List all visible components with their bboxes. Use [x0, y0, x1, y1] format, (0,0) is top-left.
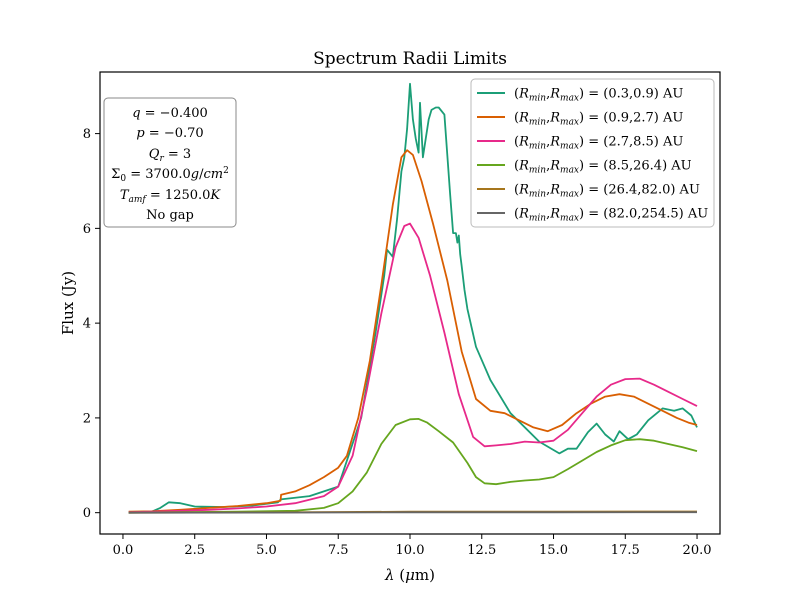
param-p: p = −0.70: [136, 126, 203, 141]
series-line-4: [128, 418, 698, 514]
plot-area: 0.0 2.5 5.0 7.5 10.0 12.5 15.0 17.5 20.0 0 2 4 6 8: [83, 71, 721, 558]
legend-label-6: (Rmin,Rmax) = (82.0,254.5) AU: [514, 207, 708, 224]
x-tick-label: 7.5: [328, 543, 349, 558]
x-axis-label-symbol: λ: [384, 566, 395, 584]
x-axis-label-unit: (: [399, 566, 405, 584]
param-sigma0: Σ0 = 3700.0g/cm2: [111, 166, 229, 184]
y-axis-ticks: 0 2 4 6 8: [83, 127, 100, 521]
x-tick-label: 20.0: [683, 543, 712, 558]
legend: (Rmin,Rmax) = (0.3,0.9) AU (Rmin,Rmax) = …: [470, 78, 715, 228]
x-axis-label: λ (μm): [384, 566, 435, 584]
param-qr: Qr = 3: [149, 147, 191, 164]
series-line-2: [128, 149, 698, 513]
chart-title: Spectrum Radii Limits: [313, 49, 507, 69]
legend-frame: [470, 78, 715, 228]
y-tick-label: 2: [83, 411, 91, 426]
param-q: q = −0.400: [132, 106, 208, 121]
x-axis-label-m: m): [415, 566, 435, 584]
legend-label-2: (Rmin,Rmax) = (0.9,2.7) AU: [514, 111, 683, 128]
x-axis-ticks: 0.0 2.5 5.0 7.5 10.0 12.5 15.0 17.5 20.0: [113, 534, 712, 558]
y-axis-label: Flux (Jy): [59, 271, 77, 335]
y-tick-label: 8: [83, 127, 91, 142]
series-line-1: [128, 82, 698, 514]
x-tick-label: 2.5: [184, 543, 205, 558]
series-line-6: [128, 511, 698, 514]
param-gap: No gap: [146, 208, 194, 223]
x-axis-label-mu: μ: [405, 566, 415, 584]
x-tick-label: 12.5: [467, 543, 496, 558]
parameters-box-frame: [103, 97, 237, 228]
x-tick-label: 15.0: [539, 543, 568, 558]
x-tick-label: 0.0: [113, 543, 134, 558]
legend-entries: (Rmin,Rmax) = (0.3,0.9) AU (Rmin,Rmax) = …: [477, 87, 708, 224]
y-tick-label: 4: [83, 317, 91, 332]
parameters-box: q = −0.400 p = −0.70 Qr = 3 Σ0 = 3700.0g…: [103, 97, 237, 228]
legend-label-1: (Rmin,Rmax) = (0.3,0.9) AU: [514, 87, 683, 104]
series-layer: [128, 82, 698, 514]
y-tick-label: 0: [83, 506, 91, 521]
param-tamf: Tamf = 1250.0K: [120, 188, 222, 205]
x-tick-label: 10.0: [396, 543, 425, 558]
x-tick-label: 5.0: [256, 543, 277, 558]
legend-label-5: (Rmin,Rmax) = (26.4,82.0) AU: [514, 183, 700, 200]
legend-label-3: (Rmin,Rmax) = (2.7,8.5) AU: [514, 135, 683, 152]
y-tick-label: 6: [83, 222, 91, 237]
series-line-3: [128, 222, 698, 514]
x-tick-label: 17.5: [611, 543, 640, 558]
legend-label-4: (Rmin,Rmax) = (8.5,26.4) AU: [514, 159, 692, 176]
